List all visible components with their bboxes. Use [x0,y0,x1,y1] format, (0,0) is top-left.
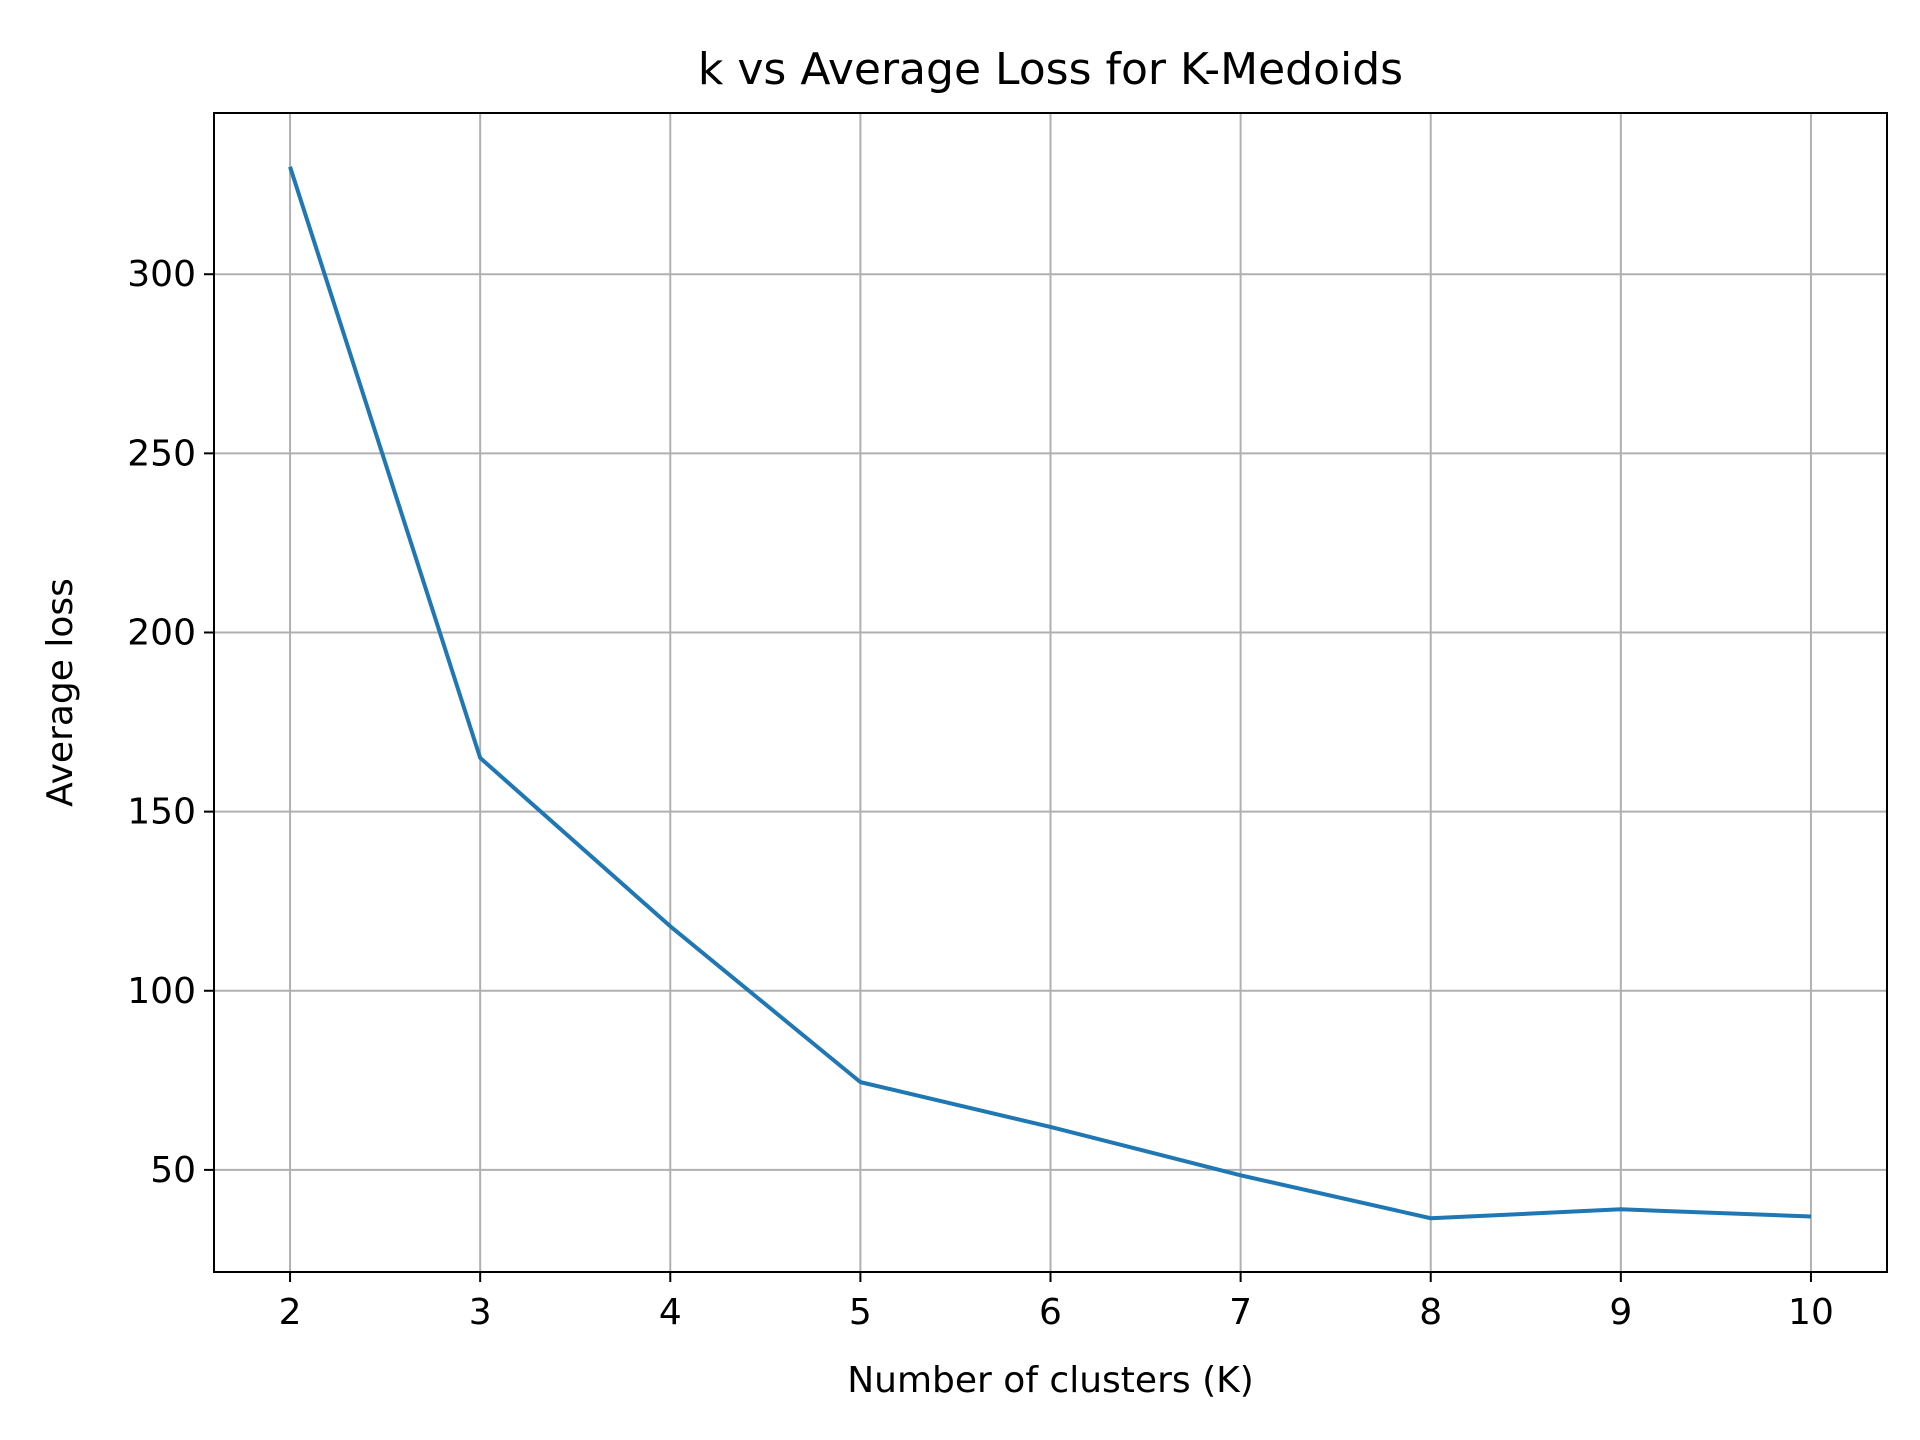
y-tick-label: 250 [127,433,196,474]
series-layer [288,166,1812,1221]
x-tick-label: 8 [1419,1292,1442,1333]
x-tick-label: 3 [469,1292,492,1333]
x-tick-label: 4 [659,1292,682,1333]
grid [214,113,1887,1272]
x-tick-label: 7 [1229,1292,1252,1333]
y-tick-label: 200 [127,612,196,653]
ticks: 2 3 4 5 6 7 8 9 10 50 100 150 200 250 300 [127,254,1834,1333]
x-tick-label: 2 [279,1292,302,1333]
series-line [288,166,1812,1221]
x-tick-label: 9 [1609,1292,1632,1333]
x-tick-label: 10 [1788,1292,1834,1333]
y-axis-title: Average loss [40,578,81,807]
y-tick-label: 300 [127,254,196,295]
x-tick-label: 6 [1039,1292,1062,1333]
y-tick-label: 100 [127,971,196,1012]
x-tick-label: 5 [849,1292,872,1333]
chart-title: k vs Average Loss for K-Medoids [698,44,1403,95]
y-tick-label: 150 [127,792,196,833]
x-axis-title: Number of clusters (K) [847,1360,1254,1401]
y-tick-label: 50 [150,1150,196,1191]
